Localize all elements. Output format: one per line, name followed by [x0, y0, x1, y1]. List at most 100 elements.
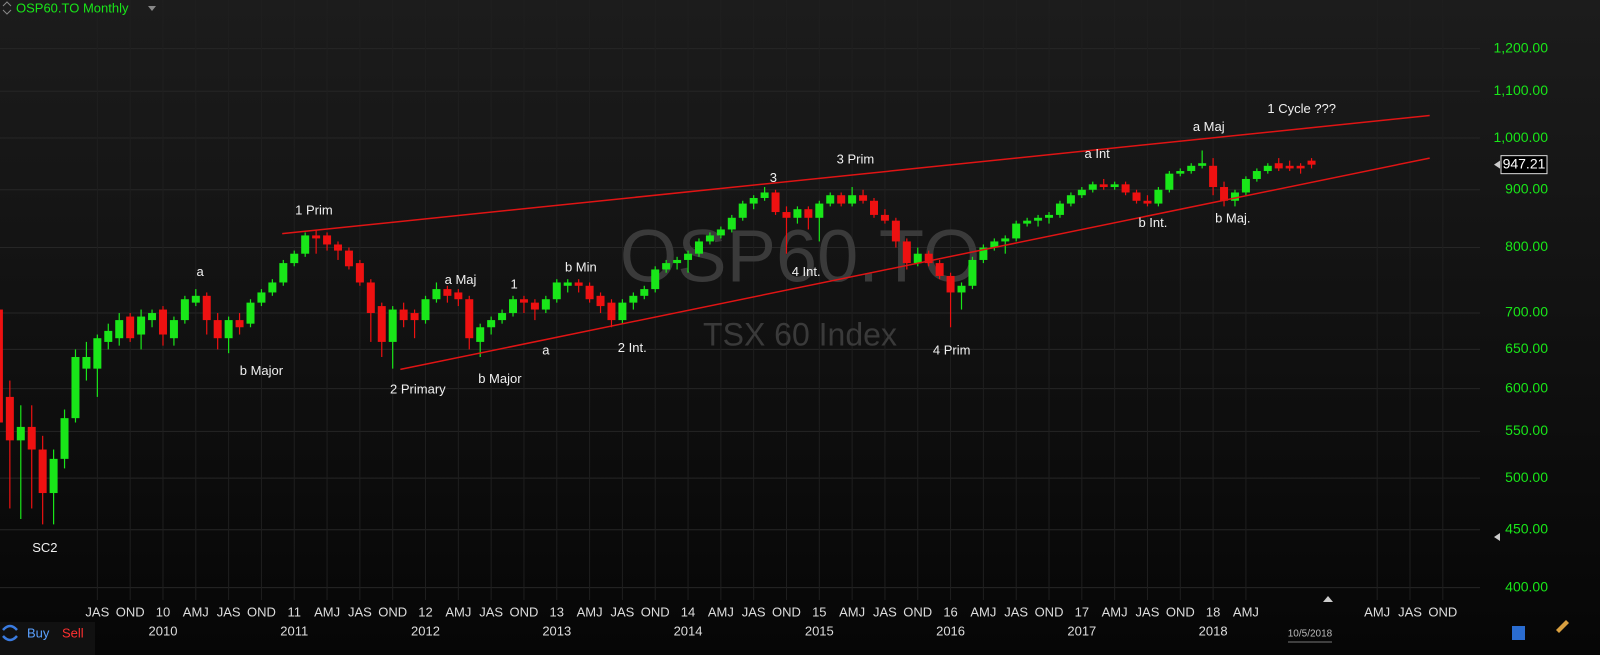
candle-body: [1165, 173, 1174, 190]
annotation: a: [197, 264, 205, 279]
candle-body: [148, 313, 157, 321]
candle-body: [1077, 189, 1086, 196]
annotation: a Maj: [445, 272, 477, 287]
y-tick-label: 1,200.00: [1494, 39, 1549, 55]
candle-body: [213, 320, 222, 339]
candle-body: [246, 302, 255, 324]
annotation: 3: [770, 170, 777, 185]
x-tick-label: JAS: [610, 604, 634, 619]
candle-body: [180, 299, 189, 321]
candle-body: [837, 195, 846, 204]
candle-body: [1088, 184, 1097, 190]
candle-body: [673, 259, 682, 264]
x-tick-label: JAS: [873, 604, 897, 619]
x-tick-label: AMJ: [314, 604, 340, 619]
candle-body: [60, 418, 69, 459]
year-label: 2014: [674, 623, 703, 638]
symbol-icon[interactable]: [2, 1, 12, 15]
x-tick-label: OND: [116, 604, 145, 619]
y-tick-label: 1,000.00: [1494, 129, 1549, 145]
dropdown-arrow[interactable]: [148, 6, 156, 11]
x-tick-label: 14: [681, 604, 695, 619]
annotation: a Maj: [1193, 119, 1225, 134]
trendline: [400, 157, 1430, 371]
candle-body: [662, 263, 671, 270]
x-tick-label: JAS: [1004, 604, 1028, 619]
candle-body: [355, 263, 364, 283]
candle-body: [1045, 214, 1054, 218]
candle-body: [902, 241, 911, 264]
candle-body: [1023, 220, 1032, 224]
candle-body: [979, 247, 988, 260]
x-tick-label: AMJ: [577, 604, 603, 619]
annotation: b Major: [478, 371, 522, 386]
annotation: 4 Prim: [933, 342, 971, 357]
annotation: 2 Int.: [618, 340, 647, 355]
x-tick-label: 18: [1206, 604, 1220, 619]
candle-body: [16, 426, 25, 441]
candle-body: [268, 282, 277, 293]
annotation: b Min: [565, 260, 597, 275]
candle-body: [38, 449, 47, 494]
watermark-subtitle: TSX 60 Index: [703, 316, 897, 352]
candle-body: [782, 212, 791, 218]
candle-body: [848, 195, 857, 204]
candle-body: [1143, 200, 1152, 204]
axis-marker[interactable]: [1494, 533, 1500, 541]
trade-icon[interactable]: [2, 624, 18, 642]
candle-body: [1307, 160, 1316, 165]
x-tick-label: 15: [812, 604, 826, 619]
candle-body: [705, 235, 714, 242]
x-tick-label: JAS: [217, 604, 241, 619]
candle-body: [651, 269, 660, 290]
candle-body: [1012, 223, 1021, 239]
x-tick-label: JAS: [348, 604, 372, 619]
buy-button[interactable]: Buy: [27, 625, 50, 640]
candle-body: [224, 320, 233, 339]
candle-body: [957, 285, 966, 293]
candle-body: [541, 299, 550, 310]
candle-body: [891, 220, 900, 242]
log-toggle[interactable]: [1512, 626, 1525, 640]
candle-body: [1252, 171, 1261, 179]
candle-body: [869, 200, 878, 215]
candle-body: [1001, 238, 1010, 242]
sell-button[interactable]: Sell: [62, 625, 84, 640]
x-tick-label: 13: [550, 604, 564, 619]
x-tick-label: 17: [1075, 604, 1089, 619]
year-label: 2013: [542, 623, 571, 638]
draw-tool[interactable]: [1556, 620, 1569, 633]
annotation: 1 Cycle ???: [1267, 101, 1336, 116]
x-tick-label: OND: [772, 604, 801, 619]
year-label: 2012: [411, 623, 440, 638]
candle-body: [388, 309, 397, 342]
x-tick-label: AMJ: [183, 604, 209, 619]
trendline: [282, 114, 1430, 235]
candle-body: [202, 295, 211, 321]
candle-body: [235, 320, 244, 328]
y-tick-label: 400.00: [1505, 578, 1548, 594]
annotation: a Int: [1084, 146, 1110, 161]
x-tick-label: OND: [510, 604, 539, 619]
candle-body: [476, 327, 485, 342]
x-tick-label: 16: [943, 604, 957, 619]
y-tick-label: 1,100.00: [1494, 82, 1549, 98]
candle-body: [410, 313, 419, 321]
chart-title[interactable]: OSP60.TO Monthly: [16, 0, 129, 15]
candle-body: [169, 320, 178, 339]
grid: [0, 0, 1480, 600]
y-tick-label: 450.00: [1505, 520, 1548, 536]
candle-body: [519, 299, 528, 303]
y-tick-label: 700.00: [1505, 304, 1548, 320]
candle-body: [1055, 203, 1064, 215]
candle-body: [498, 313, 507, 321]
candle-body: [640, 289, 649, 296]
candle-body: [574, 282, 583, 286]
scroll-marker[interactable]: [1323, 596, 1333, 602]
candle-body: [279, 263, 288, 283]
x-tick-label: JAS: [479, 604, 503, 619]
candle-body: [935, 263, 944, 276]
candle-body: [804, 209, 813, 218]
